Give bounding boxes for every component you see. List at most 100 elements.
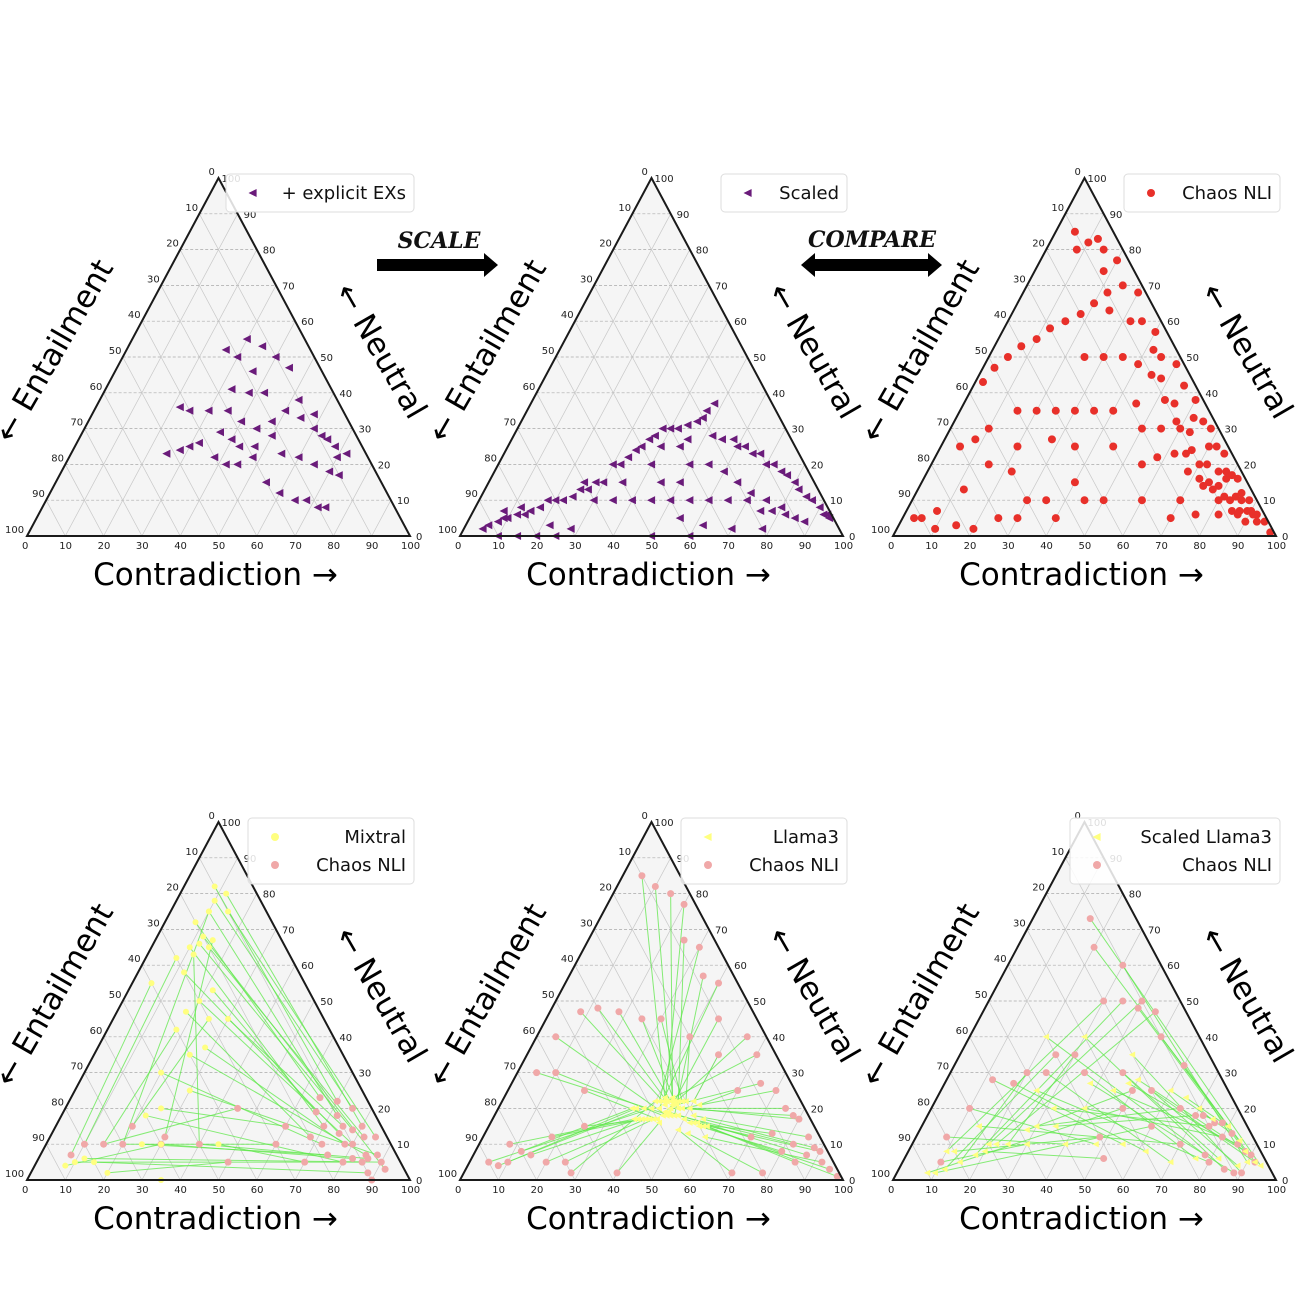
svg-text:10: 10 xyxy=(1051,847,1064,858)
circle-marker xyxy=(1220,449,1229,458)
panel-explicit-exs: 0 0 0 10 10 10 20 20 20 30 30 30 40 40 40 50 50 50 60 60 60 7… xyxy=(0,167,434,593)
svg-text:70: 70 xyxy=(722,541,735,552)
svg-text:90: 90 xyxy=(32,489,45,500)
svg-text:80: 80 xyxy=(327,541,340,552)
circle-marker xyxy=(803,1151,811,1159)
triangle-marker xyxy=(323,435,332,444)
triangle-marker xyxy=(1243,1158,1251,1166)
svg-text:0: 0 xyxy=(22,541,28,552)
triangle-marker xyxy=(334,471,343,480)
circle-marker xyxy=(301,1158,309,1166)
triangle-marker xyxy=(680,1115,687,1123)
triangle-marker xyxy=(667,1105,674,1112)
contradiction-axis-label: Contradiction → xyxy=(959,557,1204,593)
circle-marker xyxy=(138,1141,145,1148)
svg-text:50: 50 xyxy=(753,997,766,1008)
circle-marker xyxy=(1070,442,1079,451)
circle-marker xyxy=(202,1044,209,1051)
triangle-marker xyxy=(742,496,751,505)
svg-text:40: 40 xyxy=(994,310,1007,321)
circle-marker xyxy=(1180,1061,1188,1069)
svg-text:0: 0 xyxy=(416,532,422,543)
circle-marker xyxy=(1214,481,1223,490)
circle-marker xyxy=(791,1158,799,1166)
circle-marker xyxy=(1157,353,1166,361)
circle-marker xyxy=(1090,406,1099,415)
triangle-marker xyxy=(992,1141,1000,1148)
triangle-marker xyxy=(975,1123,982,1130)
triangle-marker xyxy=(543,496,552,505)
circle-marker xyxy=(517,1147,525,1155)
triangle-marker xyxy=(971,1151,979,1159)
triangle-marker xyxy=(661,1094,668,1101)
triangle-marker xyxy=(589,496,598,505)
circle-marker xyxy=(580,1122,588,1130)
triangle-marker xyxy=(692,417,702,426)
svg-text:10: 10 xyxy=(397,1140,410,1151)
triangle-marker xyxy=(1241,1148,1249,1155)
connector-lines xyxy=(927,918,1262,1174)
triangle-marker xyxy=(667,1112,674,1119)
triangle-marker xyxy=(685,460,694,469)
legend: Scaled Llama3 Chaos NLI xyxy=(1069,817,1281,885)
triangle-marker xyxy=(221,460,230,469)
triangle-marker xyxy=(825,514,834,523)
svg-text:30: 30 xyxy=(359,1069,372,1080)
circle-marker xyxy=(1096,1133,1104,1141)
triangle-marker xyxy=(802,492,811,501)
circle-marker xyxy=(969,524,978,533)
circle-marker xyxy=(728,1169,736,1177)
circle-marker xyxy=(282,1122,290,1130)
circle-marker xyxy=(205,944,212,951)
circle-marker xyxy=(966,1104,974,1112)
circle-marker xyxy=(1149,345,1158,354)
circle-marker xyxy=(548,1133,556,1141)
triangle-marker xyxy=(669,1101,676,1108)
svg-text:20: 20 xyxy=(964,541,977,552)
circle-marker xyxy=(1118,353,1127,361)
triangle-marker xyxy=(701,1133,708,1141)
circle-marker xyxy=(209,987,216,994)
svg-text:80: 80 xyxy=(760,541,773,552)
triangle-marker xyxy=(1081,1033,1088,1040)
circle-marker xyxy=(272,1140,280,1148)
triangle-marker xyxy=(1125,1080,1132,1087)
triangle-marker xyxy=(1167,1087,1174,1094)
circle-marker xyxy=(320,1122,328,1130)
triangle-marker xyxy=(672,1101,680,1108)
circle-marker xyxy=(381,1165,389,1173)
svg-text:10: 10 xyxy=(492,1185,505,1196)
circle-marker xyxy=(91,1159,98,1166)
circle-marker xyxy=(782,1104,790,1112)
svg-text:40: 40 xyxy=(128,954,141,965)
circle-marker xyxy=(316,1094,324,1102)
circle-marker xyxy=(1212,442,1221,451)
svg-text:90: 90 xyxy=(799,1185,812,1196)
triangle-marker xyxy=(233,460,242,469)
circle-marker xyxy=(1231,492,1240,501)
circle-marker xyxy=(192,919,199,926)
circle-marker xyxy=(1070,478,1079,487)
triangle-marker xyxy=(659,1098,666,1105)
triangle-marker xyxy=(1023,1141,1030,1148)
svg-text:30: 30 xyxy=(359,425,372,436)
svg-text:0: 0 xyxy=(22,1185,28,1196)
triangle-marker xyxy=(294,453,303,462)
circle-marker xyxy=(271,861,279,869)
circle-marker xyxy=(364,1169,372,1177)
contradiction-axis-label: Contradiction → xyxy=(959,1201,1204,1237)
contradiction-axis-label: Contradiction → xyxy=(526,557,771,593)
circle-marker xyxy=(271,833,279,841)
triangle-marker xyxy=(678,1098,685,1105)
legend-label: Mixtral xyxy=(344,827,406,848)
svg-text:20: 20 xyxy=(166,239,179,250)
svg-text:60: 60 xyxy=(251,541,264,552)
triangle-marker xyxy=(503,514,512,523)
svg-text:80: 80 xyxy=(263,246,276,257)
svg-text:30: 30 xyxy=(569,1185,582,1196)
svg-text:70: 70 xyxy=(282,281,295,292)
data-series xyxy=(485,872,841,1180)
circle-marker xyxy=(577,1008,585,1016)
triangle-marker xyxy=(185,442,194,451)
svg-text:0: 0 xyxy=(455,1185,461,1196)
